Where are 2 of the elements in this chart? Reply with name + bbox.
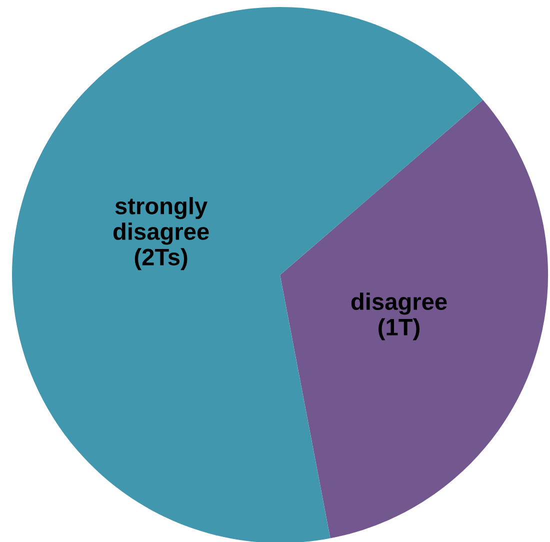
slice-label: disagree (1T) bbox=[351, 292, 447, 340]
slice-label: strongly disagree (2Ts) bbox=[113, 197, 209, 270]
